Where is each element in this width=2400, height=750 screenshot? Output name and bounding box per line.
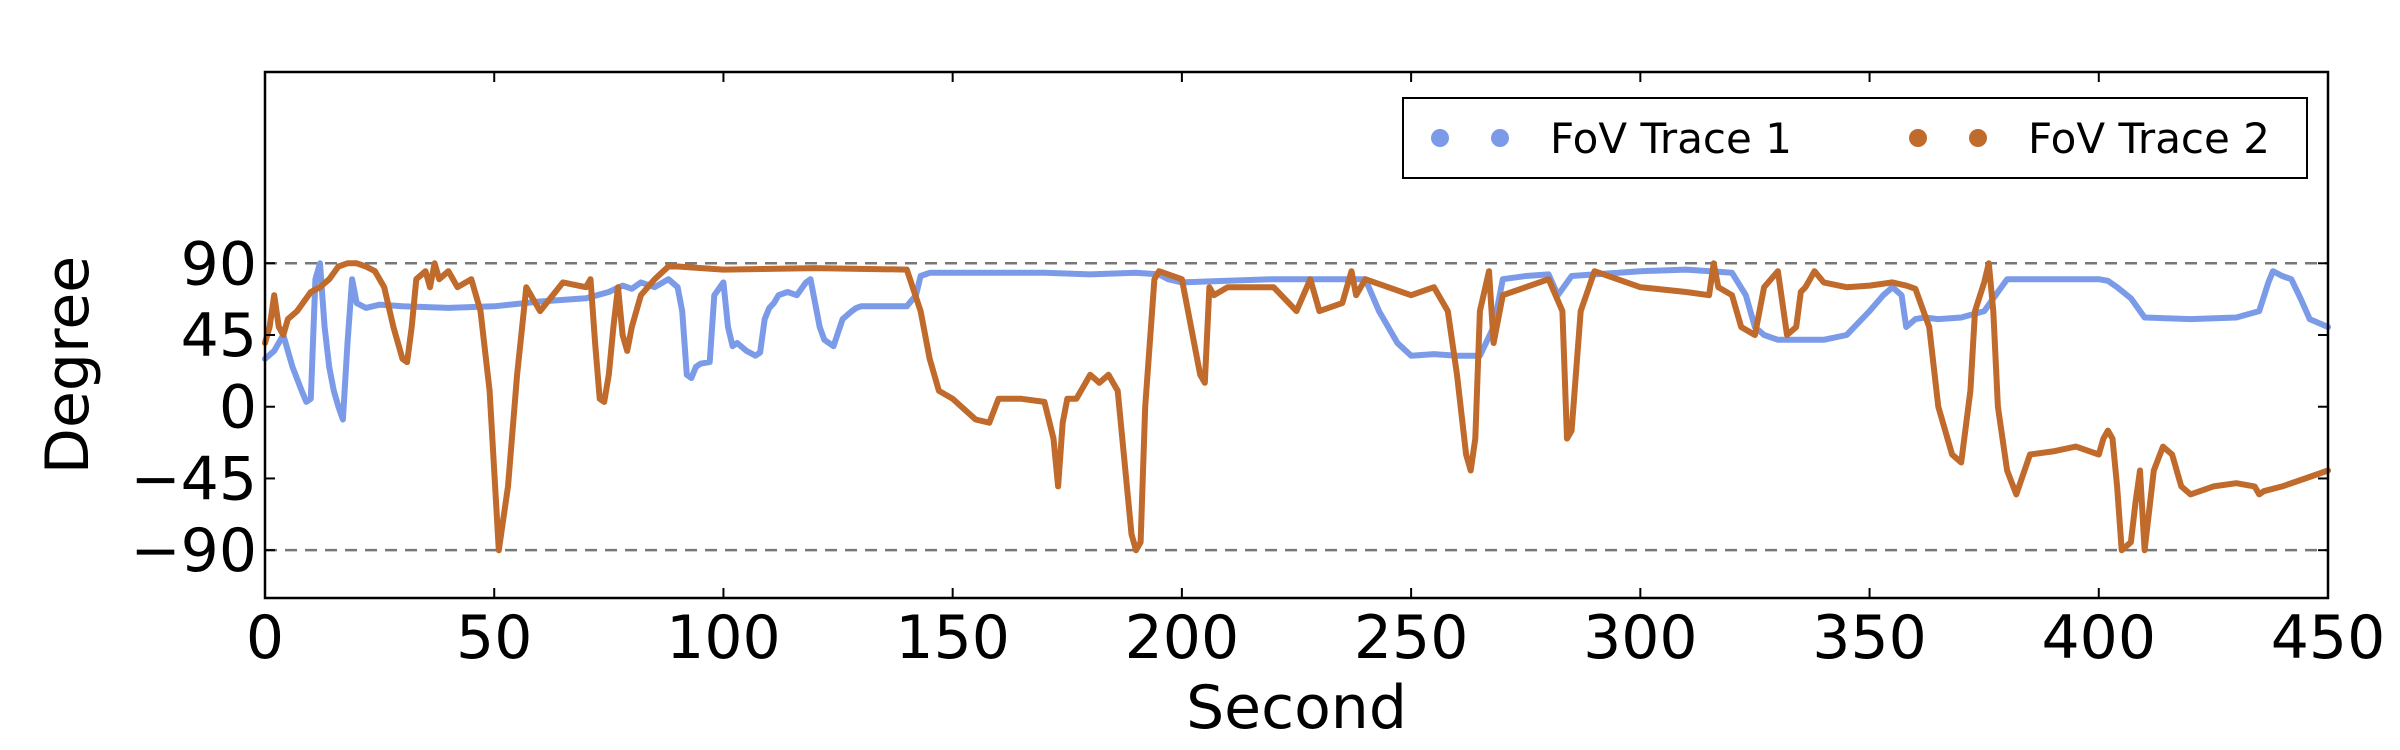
series-line-2 xyxy=(262,260,2331,554)
x-tick-label: 50 xyxy=(456,603,532,673)
x-tick-label: 350 xyxy=(1812,603,1927,673)
legend-entries: FoV Trace 1 FoV Trace 2 xyxy=(1431,114,2270,163)
x-tick-label: 0 xyxy=(246,603,284,673)
legend-marker xyxy=(1969,129,1987,147)
legend: FoV Trace 1 FoV Trace 2 xyxy=(1402,97,2308,179)
legend-label: FoV Trace 1 xyxy=(1550,114,1792,163)
legend-marker xyxy=(1431,129,1449,147)
x-tick-label: 200 xyxy=(1125,603,1240,673)
y-axis-title: Degree xyxy=(33,256,103,474)
x-axis-title: Second xyxy=(1186,673,1407,743)
reference-lines xyxy=(265,262,2328,552)
legend-marker xyxy=(1491,129,1509,147)
legend-marker xyxy=(1909,129,1927,147)
x-tick-label: 250 xyxy=(1354,603,1469,673)
x-tick-label: 450 xyxy=(2271,603,2386,673)
series-layer xyxy=(262,260,2331,554)
y-tick-label: −45 xyxy=(130,444,257,514)
x-tick-label: 300 xyxy=(1583,603,1698,673)
y-tick-label: 0 xyxy=(219,373,257,443)
y-tick-label: 90 xyxy=(181,229,257,299)
x-tick-label: 100 xyxy=(666,603,781,673)
legend-box xyxy=(1402,97,2308,179)
legend-label: FoV Trace 2 xyxy=(2028,114,2270,163)
y-tick-label: −90 xyxy=(130,516,257,586)
x-axis-ticks: 0 50 100 150 200 250 300 350 400 450 xyxy=(246,72,2385,673)
x-tick-label: 400 xyxy=(2042,603,2157,673)
y-tick-label: 45 xyxy=(181,301,257,371)
x-tick-label: 150 xyxy=(895,603,1010,673)
